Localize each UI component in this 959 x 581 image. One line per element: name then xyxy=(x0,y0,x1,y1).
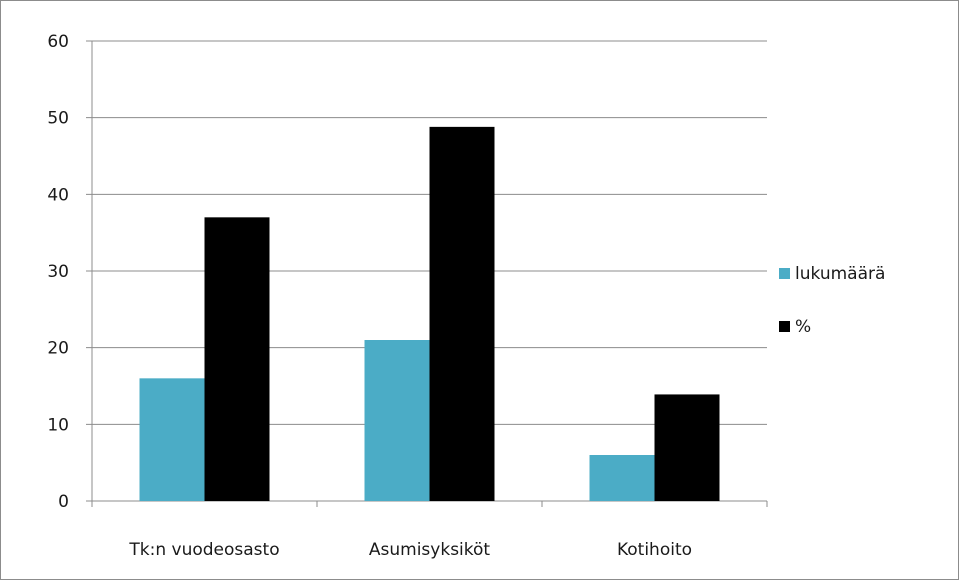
y-tick-label: 10 xyxy=(47,415,69,435)
y-tick-label: 40 xyxy=(47,185,69,205)
y-tick-label: 50 xyxy=(47,109,69,129)
bar-lukumaara-0 xyxy=(139,378,205,501)
bar-lukumaara-2 xyxy=(589,455,655,501)
y-tick-label: 0 xyxy=(58,492,69,512)
y-tick-label: 60 xyxy=(47,32,69,52)
x-category-label: Asumisyksiköt xyxy=(369,540,491,560)
legend-label: lukumäärä xyxy=(795,264,885,284)
bar-percent-2 xyxy=(654,394,720,501)
legend-swatch xyxy=(779,321,790,332)
bar-percent-1 xyxy=(429,126,495,501)
y-tick-label: 30 xyxy=(47,262,69,282)
y-tick-label: 20 xyxy=(47,339,69,359)
bar-lukumaara-1 xyxy=(364,340,430,501)
bar-percent-0 xyxy=(204,217,270,502)
legend-swatch xyxy=(779,268,790,279)
x-category-label: Kotihoito xyxy=(617,540,692,560)
legend-label: % xyxy=(795,317,811,337)
x-category-label: Tk:n vuodeosasto xyxy=(128,540,279,560)
